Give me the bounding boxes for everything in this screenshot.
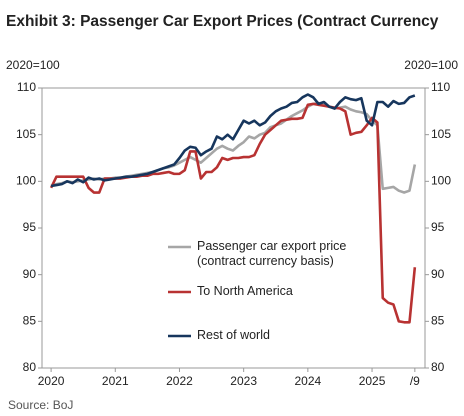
y-tick-label: 80 — [23, 360, 37, 374]
y-tick-label: 85 — [23, 314, 37, 328]
series-line — [50, 93, 416, 188]
legend-label: Rest of world — [197, 328, 270, 342]
chart-title: Exhibit 3: Passenger Car Export Prices (… — [6, 13, 439, 30]
x-tick-label: 2025 — [359, 374, 386, 388]
y2-tick-label: 85 — [431, 314, 445, 328]
y2-axis-label: 2020=100 — [404, 58, 458, 72]
x-tick-label: 2024 — [295, 374, 322, 388]
x-tick-label: 2023 — [230, 374, 257, 388]
plot-frame — [41, 87, 426, 369]
legend-label: To North America — [197, 284, 293, 298]
y2-tick-label: 90 — [431, 267, 445, 281]
y-tick-label: 105 — [16, 127, 36, 141]
y-tick-label: 95 — [23, 220, 37, 234]
x-tick-label: /9 — [410, 374, 420, 388]
y2-tick-label: 95 — [431, 220, 445, 234]
x-tick-label: 2022 — [166, 374, 193, 388]
legend-label: Passenger car export price (contract cur… — [197, 239, 347, 268]
x-tick-label: 2020 — [38, 374, 65, 388]
source: Source: BoJ — [8, 398, 73, 412]
y-axis-label: 2020=100 — [6, 58, 60, 72]
y-tick-label: 90 — [23, 267, 37, 281]
y-tick-label: 110 — [17, 80, 36, 94]
y2-tick-label: 100 — [431, 174, 451, 188]
x-tick-label: 2021 — [102, 374, 129, 388]
y-tick-label: 100 — [16, 174, 36, 188]
y2-tick-label: 80 — [431, 360, 445, 374]
y2-tick-label: 105 — [431, 127, 451, 141]
y2-tick-label: 110 — [431, 80, 450, 94]
